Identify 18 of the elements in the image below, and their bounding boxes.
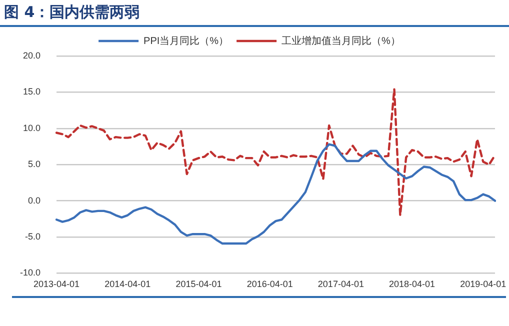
x-tick-label: 2013-04-01 <box>33 279 80 290</box>
y-tick-label: 20.0 <box>22 50 41 60</box>
line-series <box>55 88 496 216</box>
x-tick-label: 2018-04-01 <box>389 279 436 290</box>
legend-label: PPI当月同比（%） <box>144 34 229 47</box>
x-tick-label: 2017-04-01 <box>318 279 364 290</box>
x-tick-label: 2015-04-01 <box>176 279 222 290</box>
y-tick-label: 10.0 <box>22 122 41 133</box>
y-tick-label: -5.0 <box>25 231 41 242</box>
x-tick-label: 2019-04-01 <box>460 279 506 290</box>
x-tick-label: 2014-04-01 <box>104 279 151 290</box>
chart-title: 图 4：国内供需两弱 <box>4 3 140 22</box>
x-tick-label: 2016-04-01 <box>246 279 293 290</box>
y-tick-label: -10.0 <box>20 268 41 278</box>
legend-label: 工业增加值当月同比（%） <box>282 34 400 47</box>
y-tick-label: 0.0 <box>28 195 41 206</box>
y-tick-label: 15.0 <box>22 86 41 97</box>
y-tick-label: 5.0 <box>28 159 41 170</box>
